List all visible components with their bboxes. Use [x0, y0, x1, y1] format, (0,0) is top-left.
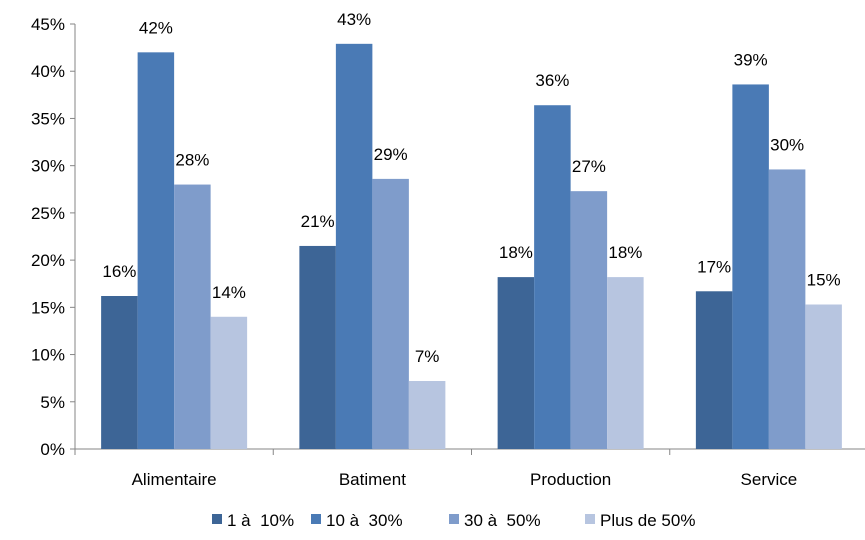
x-tick-label: Service [741, 470, 798, 489]
data-label: 29% [374, 145, 408, 164]
bar [299, 245, 336, 449]
data-label: 42% [139, 18, 173, 37]
legend-swatch [585, 514, 595, 524]
bar [372, 178, 409, 449]
bar [174, 184, 211, 450]
legend-label: 30 à 50% [464, 511, 541, 530]
bars [101, 43, 842, 450]
data-label: 39% [734, 50, 768, 69]
y-tick-label: 15% [31, 298, 65, 317]
y-tick-label: 25% [31, 204, 65, 223]
bar [408, 381, 446, 449]
data-label: 43% [337, 10, 371, 29]
data-label: 18% [608, 243, 642, 262]
bar [534, 105, 571, 449]
legend-label: 10 à 30% [326, 511, 403, 530]
bar [695, 291, 733, 449]
legend: 1 à 10% 10 à 30% 30 à 50% Plus de 50% [212, 511, 695, 530]
legend-swatch [212, 514, 222, 524]
data-label: 30% [770, 135, 804, 154]
legend-label: Plus de 50% [600, 511, 695, 530]
data-label: 17% [697, 257, 731, 276]
bar [101, 296, 138, 449]
data-label: 21% [301, 212, 335, 231]
y-tick-label: 45% [31, 15, 65, 34]
data-label: 36% [535, 71, 569, 90]
data-labels: 16% 42% 28% 14% 21% 43% 29% 7% 18% 36% 27% 18% 17% 39… [102, 10, 840, 366]
data-label: 18% [499, 243, 533, 262]
bar [210, 316, 248, 449]
data-label: 27% [572, 157, 606, 176]
legend-label: 1 à 10% [227, 511, 294, 530]
data-label: 7% [415, 347, 440, 366]
y-tick-label: 10% [31, 346, 65, 365]
bar [732, 84, 769, 449]
bar [497, 277, 535, 449]
bar [137, 52, 175, 449]
data-label: 15% [807, 271, 841, 290]
data-label: 14% [212, 283, 246, 302]
legend-swatch [449, 514, 459, 524]
bar [805, 304, 842, 449]
x-tick-label: Alimentaire [132, 470, 217, 489]
y-tick-label: 35% [31, 109, 65, 128]
y-tick-label: 5% [40, 393, 65, 412]
legend-swatch [311, 514, 321, 524]
bar [570, 191, 608, 449]
bar [607, 277, 644, 449]
bar [335, 43, 373, 449]
y-tick-label: 40% [31, 62, 65, 81]
y-tick-label: 0% [40, 440, 65, 459]
data-label: 16% [102, 262, 136, 281]
x-tick-label: Batiment [339, 470, 406, 489]
data-label: 28% [175, 151, 209, 170]
x-tick-label: Production [530, 470, 611, 489]
y-tick-label: 20% [31, 251, 65, 270]
bar [768, 169, 806, 449]
y-tick-label: 30% [31, 157, 65, 176]
axes: 0% 5% 10% 15% 20% 25% 30% 35% 40% 45% Alimentaire B… [31, 15, 865, 489]
